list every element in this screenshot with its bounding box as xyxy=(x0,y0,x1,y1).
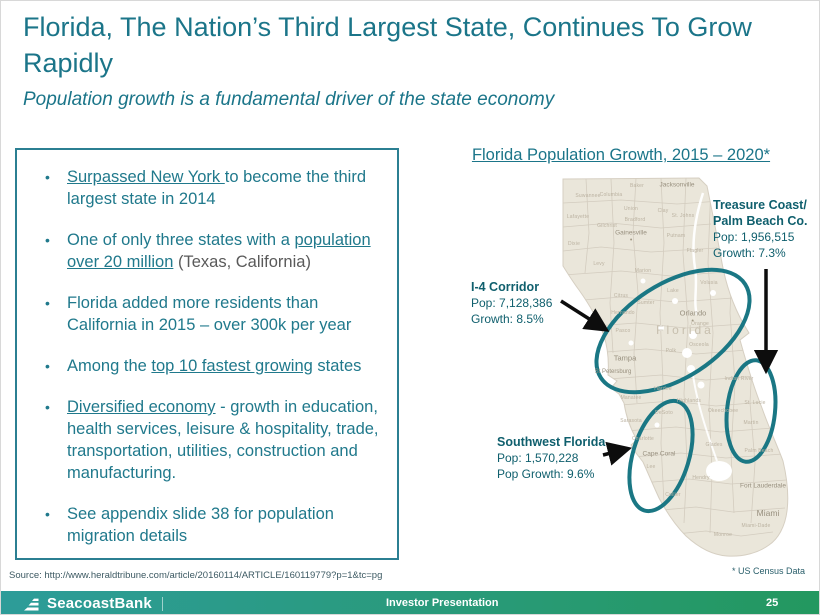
map-panel: Florida Population Growth, 2015 – 2020* xyxy=(421,146,819,570)
bullet-segment: to become the third largest state in 201… xyxy=(67,168,367,208)
bullet-list: Surpassed New York to become the third l… xyxy=(17,166,397,547)
map-annotation-treasure-coast: Treasure Coast/ Palm Beach Co. Pop: 1,95… xyxy=(713,197,807,261)
brand-divider xyxy=(161,596,163,611)
i4-corridor-arrow xyxy=(560,299,610,332)
bullet-item: Florida added more residents than Califo… xyxy=(39,292,383,336)
water-features xyxy=(628,192,732,481)
map-heading: Florida Population Growth, 2015 – 2020* xyxy=(471,146,771,164)
slide-title-line2: Rapidly xyxy=(23,48,114,78)
bullet-item: Diversified economy - growth in educatio… xyxy=(39,396,383,484)
map-annotation-i4-corridor: I-4 Corridor Pop: 7,128,386 Growth: 8.5% xyxy=(471,279,552,327)
bullet-segment: Surpassed New York xyxy=(67,168,225,186)
key-points-box: Surpassed New York to become the third l… xyxy=(15,148,399,560)
annotation-population: Pop: 7,128,386 xyxy=(471,296,553,310)
source-citation: Source: http://www.heraldtribune.com/art… xyxy=(9,570,383,581)
bullet-segment: population over 20 million xyxy=(67,231,371,271)
florida-map: Florida Jacksonville Gainesville Orlando Tam… xyxy=(421,173,819,568)
annotation-region-name: I-4 Corridor xyxy=(471,280,540,294)
florida-map-svg xyxy=(560,177,789,557)
i4-corridor-ellipse xyxy=(594,267,752,395)
annotation-growth: Growth: 8.5% xyxy=(471,312,544,326)
bullet-item: Among the top 10 fastest growing states xyxy=(39,355,383,377)
annotation-growth: Pop Growth: 9.6% xyxy=(497,467,595,481)
footer-bar: SeacoastBank Investor Presentation 25 xyxy=(1,591,819,614)
annotation-population: Pop: 1,570,228 xyxy=(497,451,579,465)
slide-title: Florida, The Nation’s Third Largest Stat… xyxy=(23,9,807,81)
bullet-segment: Among the xyxy=(67,357,152,375)
annotation-region-name: Palm Beach Co. xyxy=(713,214,808,228)
bullet-segment: - growth in education, health services, … xyxy=(67,398,379,482)
annotation-growth: Growth: 7.3% xyxy=(713,246,786,260)
annotation-population: Pop: 1,956,515 xyxy=(713,230,795,244)
bullet-segment: states xyxy=(312,357,362,375)
bullet-item: See appendix slide 38 for population mig… xyxy=(39,503,383,547)
bullet-segment: Diversified economy xyxy=(67,398,216,416)
slide-title-line1: Florida, The Nation’s Third Largest Stat… xyxy=(23,12,752,42)
bullet-item: Surpassed New York to become the third l… xyxy=(39,166,383,210)
bullet-segment: See appendix slide 38 for population mig… xyxy=(67,505,334,545)
brand-lockup: SeacoastBank xyxy=(21,591,163,614)
brand-name: SeacoastBank xyxy=(47,595,152,612)
bullet-segment: (Texas, California) xyxy=(173,253,311,271)
bullet-segment: One of only three states with a xyxy=(67,231,295,249)
seacoast-sail-icon xyxy=(24,598,39,610)
footer-title: Investor Presentation xyxy=(386,597,499,609)
bullet-item: One of only three states with a populati… xyxy=(39,229,383,273)
southwest-florida-arrow xyxy=(602,441,633,466)
bullet-segment: Florida added more residents than Califo… xyxy=(67,294,352,334)
slide-subtitle: Population growth is a fundamental drive… xyxy=(23,89,555,110)
annotation-region-name: Treasure Coast/ xyxy=(713,198,807,212)
annotation-region-name: Southwest Florida xyxy=(497,435,606,449)
page-number: 25 xyxy=(766,597,779,609)
southwest-florida-ellipse xyxy=(627,398,695,514)
census-footnote: * US Census Data xyxy=(732,566,806,576)
map-annotation-southwest-florida: Southwest Florida Pop: 1,570,228 Pop Gro… xyxy=(497,434,605,482)
bullet-segment: top 10 fastest growing xyxy=(151,357,313,375)
